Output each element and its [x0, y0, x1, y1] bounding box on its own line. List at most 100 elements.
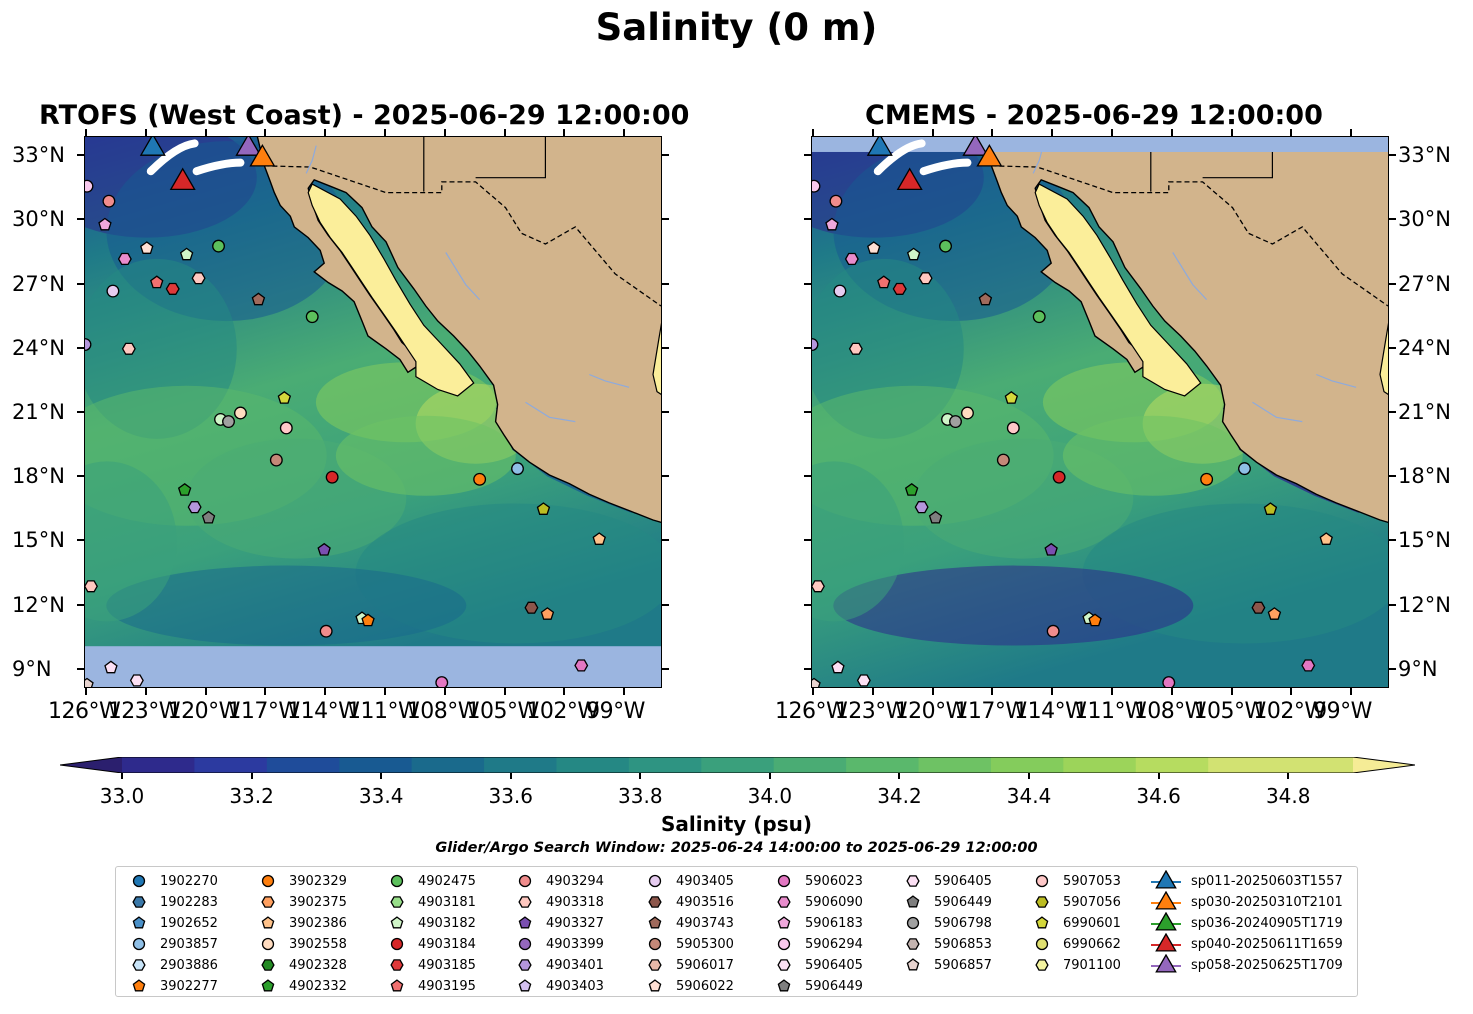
float-marker-39[interactable]: [1301, 659, 1316, 672]
float-marker-8[interactable]: [918, 272, 933, 285]
float-marker-25[interactable]: [914, 501, 929, 514]
float-marker-11[interactable]: [251, 292, 266, 306]
float-marker-16[interactable]: [961, 406, 974, 420]
float-marker-12[interactable]: [1032, 310, 1046, 324]
legend-item: 5906405: [773, 955, 863, 975]
map-cmems[interactable]: [811, 136, 1389, 688]
float-marker-19[interactable]: [1006, 421, 1020, 435]
legend-item: 3902386: [257, 913, 347, 933]
float-marker-16[interactable]: [234, 406, 247, 420]
float-marker-14[interactable]: [121, 342, 136, 355]
float-marker-35[interactable]: [1088, 613, 1102, 627]
float-marker-5[interactable]: [939, 239, 952, 253]
glider-marker-1[interactable]: [962, 137, 989, 156]
float-marker-9[interactable]: [833, 284, 847, 298]
float-marker-19[interactable]: [279, 421, 293, 435]
float-marker-12[interactable]: [305, 310, 319, 324]
lon-label: 102°W: [526, 699, 599, 724]
float-marker-29[interactable]: [1044, 542, 1058, 556]
float-marker-31[interactable]: [524, 601, 539, 614]
float-marker-33[interactable]: [319, 624, 333, 638]
float-marker-38[interactable]: [1162, 676, 1176, 688]
float-marker-36[interactable]: [104, 660, 118, 674]
float-marker-24[interactable]: [904, 482, 919, 496]
float-marker-30[interactable]: [85, 580, 98, 593]
float-marker-21[interactable]: [325, 470, 339, 484]
float-marker-29[interactable]: [317, 542, 331, 556]
float-marker-5[interactable]: [212, 239, 225, 253]
float-marker-6[interactable]: [117, 252, 132, 266]
float-marker-9[interactable]: [106, 284, 120, 298]
float-marker-35[interactable]: [361, 613, 375, 627]
float-marker-18[interactable]: [222, 415, 235, 429]
float-marker-26[interactable]: [928, 510, 943, 524]
float-marker-6[interactable]: [844, 252, 859, 266]
colorbar-tick-label: 33.2: [229, 784, 274, 808]
glider-marker-0[interactable]: [866, 137, 893, 156]
float-marker-20[interactable]: [996, 453, 1010, 467]
float-marker-39[interactable]: [574, 659, 589, 672]
float-marker-32[interactable]: [1267, 607, 1282, 620]
float-marker-28[interactable]: [1319, 532, 1333, 545]
float-marker-23[interactable]: [1238, 462, 1251, 476]
glider-marker-0[interactable]: [139, 137, 166, 156]
legend-label: 5906017: [676, 957, 734, 973]
float-marker-23[interactable]: [511, 462, 524, 476]
float-marker-2[interactable]: [98, 217, 112, 231]
float-marker-0[interactable]: [85, 179, 94, 193]
float-marker-7[interactable]: [150, 275, 164, 289]
float-marker-0[interactable]: [812, 179, 821, 193]
float-marker-22[interactable]: [473, 472, 487, 486]
float-marker-25[interactable]: [187, 501, 202, 514]
glider-marker-3[interactable]: [896, 167, 923, 191]
float-marker-26[interactable]: [201, 510, 216, 524]
float-marker-33[interactable]: [1046, 624, 1060, 638]
glider-marker-1[interactable]: [235, 137, 262, 156]
float-marker-30[interactable]: [812, 580, 825, 593]
float-marker-21[interactable]: [1052, 470, 1066, 484]
glider-marker-2[interactable]: [976, 144, 1003, 167]
float-marker-15[interactable]: [1004, 390, 1019, 404]
float-marker-1[interactable]: [102, 194, 116, 208]
float-marker-22[interactable]: [1200, 472, 1214, 486]
float-marker-10[interactable]: [892, 282, 907, 295]
glider-marker-3[interactable]: [169, 167, 196, 191]
float-marker-11[interactable]: [978, 292, 993, 306]
float-marker-28[interactable]: [592, 532, 606, 545]
float-marker-3[interactable]: [140, 241, 154, 254]
float-marker-13[interactable]: [812, 338, 819, 351]
float-marker-32[interactable]: [540, 607, 555, 620]
float-marker-15[interactable]: [277, 390, 292, 404]
float-marker-41[interactable]: [812, 677, 821, 689]
float-marker-4[interactable]: [179, 247, 194, 261]
float-marker-10[interactable]: [165, 282, 180, 295]
float-marker-2[interactable]: [825, 217, 839, 231]
float-marker-7[interactable]: [877, 275, 891, 289]
float-marker-4[interactable]: [906, 247, 921, 261]
float-marker-1[interactable]: [829, 194, 843, 208]
legend-circle-icon: [132, 874, 146, 888]
map-rtofs[interactable]: [84, 136, 662, 688]
float-marker-27[interactable]: [1263, 502, 1278, 515]
float-marker-31[interactable]: [1251, 601, 1266, 614]
legend-label: 5906853: [934, 936, 992, 952]
legend-pentagon-icon: [261, 979, 275, 992]
float-marker-41[interactable]: [85, 677, 94, 689]
float-marker-20[interactable]: [269, 453, 283, 467]
float-marker-18[interactable]: [949, 415, 962, 429]
float-marker-37[interactable]: [129, 674, 144, 687]
float-marker-36[interactable]: [831, 660, 845, 674]
float-marker-14[interactable]: [848, 342, 863, 355]
float-marker-3[interactable]: [867, 241, 881, 254]
float-marker-24[interactable]: [177, 482, 192, 496]
float-marker-37[interactable]: [856, 674, 871, 687]
colorbar-tick: [768, 773, 771, 779]
lat-tick: [804, 603, 811, 606]
legend-pentagon-icon: [518, 916, 532, 929]
legend-label: 5906090: [805, 894, 863, 910]
float-marker-38[interactable]: [435, 676, 449, 688]
float-marker-27[interactable]: [536, 502, 551, 515]
glider-marker-2[interactable]: [249, 144, 276, 167]
float-marker-8[interactable]: [191, 272, 206, 285]
float-marker-13[interactable]: [85, 338, 92, 351]
